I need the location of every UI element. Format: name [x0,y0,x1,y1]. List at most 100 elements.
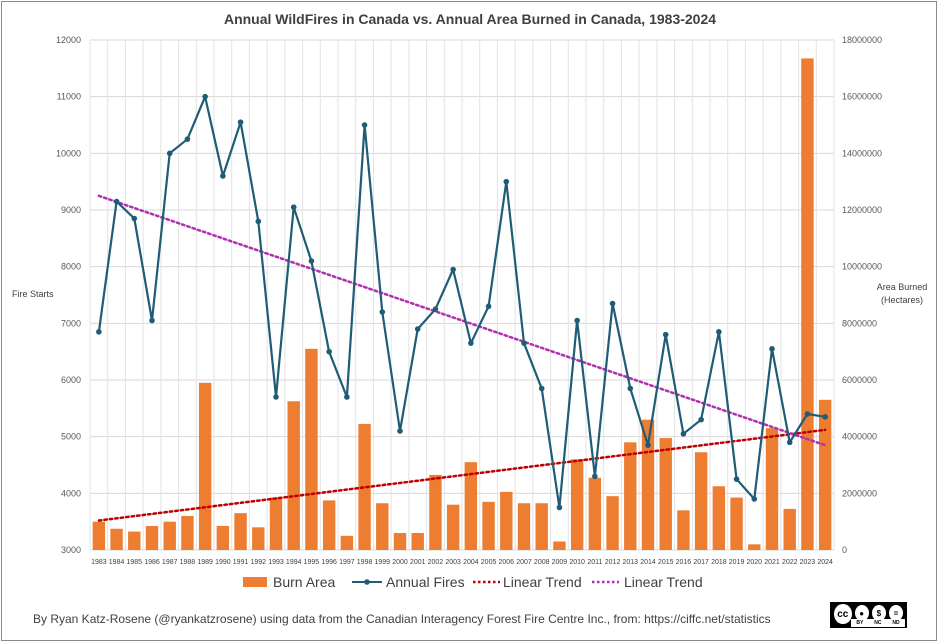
annual-fires-point [574,317,580,324]
annual-fires-point [485,303,492,310]
annual-fires-point [344,394,350,400]
x-tick-label: 1987 [162,559,178,566]
annual-fires-point [822,414,828,420]
legend-marker-annual-fires [364,579,370,585]
cc-by-icon: ● [854,605,869,621]
annual-fires-point [432,306,439,312]
burn-area-bar [712,486,726,550]
annual-fires-point [786,439,793,446]
right-tick-label: 16000000 [842,92,882,102]
burn-area-bar [429,474,442,550]
x-tick-label: 2023 [800,559,816,566]
cc-nc-icon: $ [871,605,886,621]
left-axis-label: Fire Starts [12,289,54,299]
cc-logo-icon: cc [834,604,852,624]
annual-fires-point [237,119,244,125]
burn-area-bar [482,501,495,550]
linear-trend-line [97,428,827,522]
legend-label-burn-area: Burn Area [273,574,335,590]
annual-fires-point [96,329,102,335]
burn-area-bar [269,497,283,550]
right-axis-label-line1: Area Burned [877,282,928,292]
legend-label-annual-fires: Annual Fires [386,574,465,590]
x-tick-label: 2019 [729,559,745,566]
annual-fires-point [273,394,279,400]
left-tick-label: 11000 [57,92,81,102]
right-tick-label: 12000000 [842,205,882,215]
left-tick-label: 6000 [61,375,81,385]
x-tick-label: 2005 [481,559,497,566]
x-tick-label: 2020 [746,559,762,566]
right-tick-label: 18000000 [842,35,882,45]
burn-area-bar [677,510,690,550]
legend-label-trend-fires: Linear Trend [503,574,582,590]
x-tick-label: 2022 [782,559,798,566]
cc-nd-icon: = [888,605,904,621]
right-tick-label: 10000000 [842,262,882,272]
x-tick-label: 1988 [180,559,196,566]
fires-line-series [96,93,828,511]
cc-by-label: BY [856,620,864,626]
burn-area-bar [783,508,796,550]
cc-nc-label: NC [874,620,882,626]
burn-area-bar [92,521,106,550]
annual-fires-point [645,442,651,448]
burn-area-bar [588,477,602,550]
left-tick-label: 12000 [56,35,81,45]
x-tick-label: 2018 [711,559,727,566]
burn-area-bar [606,496,619,550]
x-tick-label: 1983 [91,559,107,566]
annual-fires-point [556,504,563,511]
x-tick-label: 2010 [569,559,585,566]
x-tick-label: 2012 [605,559,621,566]
left-tick-label: 4000 [61,488,81,498]
burn-area-bar [163,521,176,550]
burn-area-bar [464,462,478,550]
burn-area-bar [570,459,584,550]
annual-fires-point [450,266,456,273]
x-tick-label: 2004 [463,559,479,566]
burn-area-bar [411,533,424,550]
burn-area-bar [145,525,159,550]
x-tick-label: 2016 [676,559,692,566]
x-tick-label: 2021 [764,559,780,566]
x-tick-label: 2002 [428,559,444,566]
annual-fires-point [202,93,208,100]
x-tick-label: 1999 [374,559,390,566]
annual-fires-point [184,136,191,142]
x-tick-label: 1985 [126,559,142,566]
annual-fires-point [308,258,315,264]
left-tick-label: 7000 [61,318,81,328]
left-tick-label: 8000 [61,262,81,272]
left-tick-label: 5000 [61,432,81,442]
burn-area-bar [517,503,531,550]
chart-title: Annual WildFires in Canada vs. Annual Ar… [224,11,716,27]
x-tick-label: 2000 [392,559,408,566]
annual-fires-point [149,317,155,324]
x-tick-label: 1990 [215,559,231,566]
burn-area-bar [535,503,548,550]
annual-fires-point [361,122,368,128]
axis-ticks: 3000 4000 5000 6000 7000 8000 9000 10000 11000 12… [56,35,882,566]
annual-fires-point [220,173,226,179]
burn-area-bar [358,423,371,550]
gridlines [89,39,835,551]
x-tick-label: 2003 [445,559,461,566]
burn-area-bar [340,535,354,550]
burn-area-bar [305,348,318,550]
burn-area-bar [801,58,814,551]
burn-area-bar [553,541,566,550]
burn-area-bar [748,544,761,550]
annual-fires-point [751,496,758,502]
annual-fires-point [113,198,120,205]
x-tick-label: 1996 [321,559,337,566]
annual-fires-point [804,411,811,417]
x-tick-label: 1992 [250,559,266,566]
x-tick-label: 2024 [817,559,833,566]
left-tick-label: 3000 [61,545,81,555]
annual-fires-point [627,385,634,392]
x-tick-label: 2013 [622,559,638,566]
annual-fires-point [769,346,775,352]
legend-swatch-burn-area [243,577,267,587]
right-tick-label: 6000000 [842,375,877,385]
